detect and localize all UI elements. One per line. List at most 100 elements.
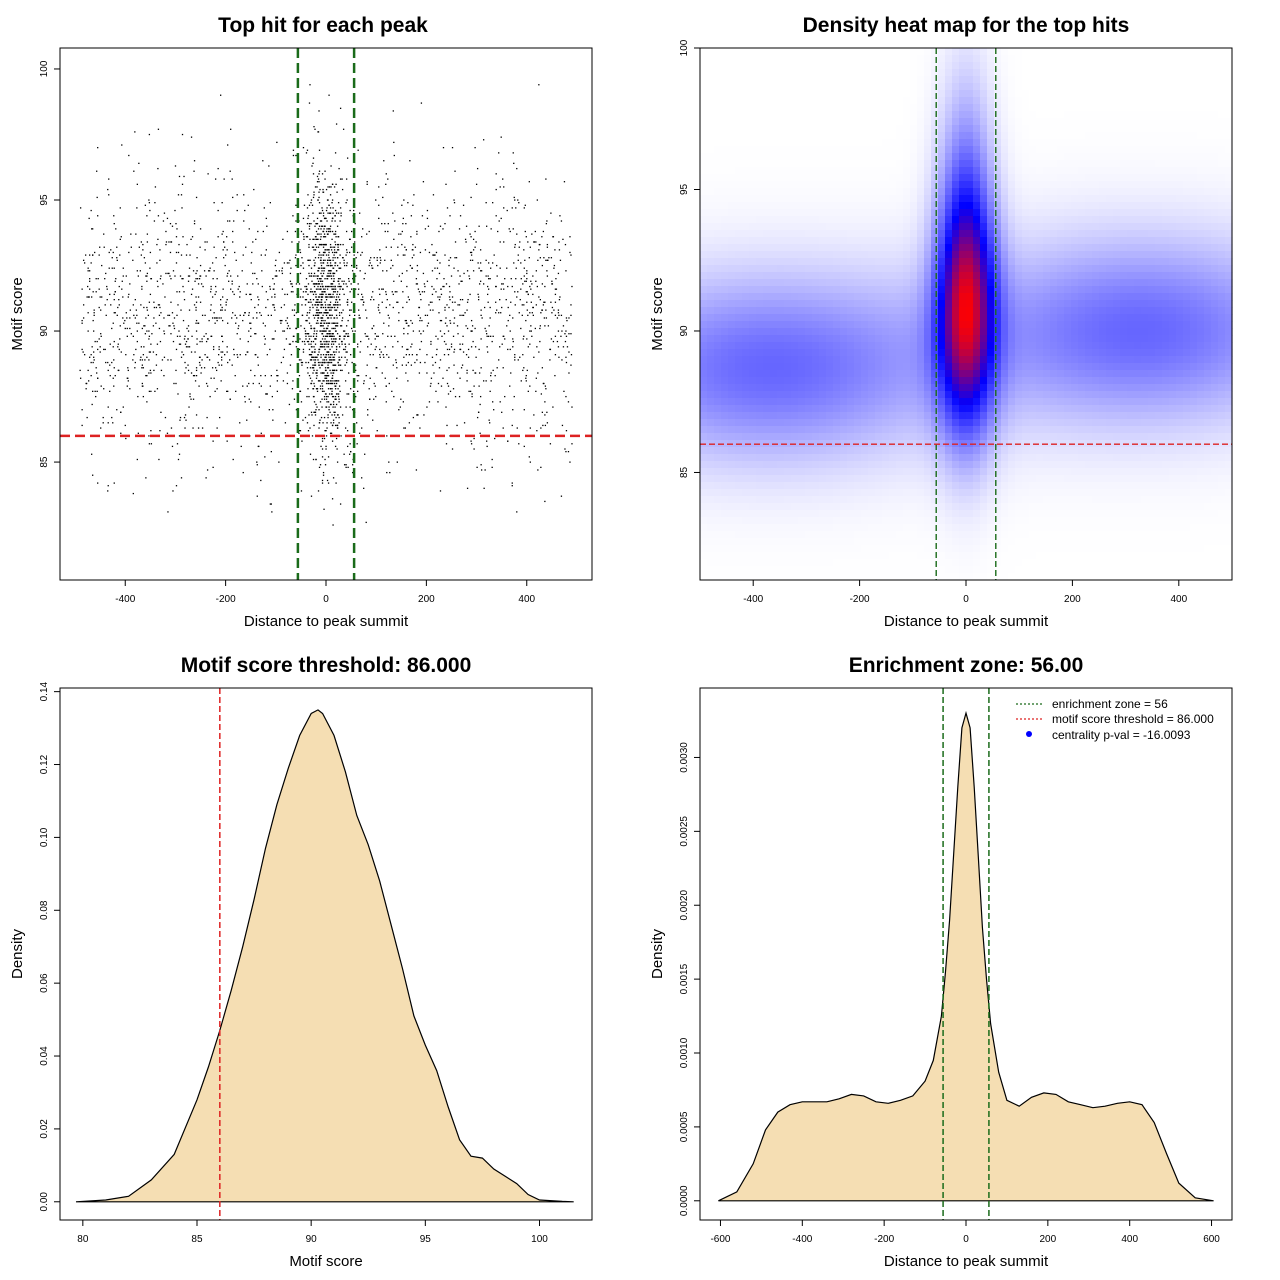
scatter-point [484, 469, 486, 471]
heat-cell [861, 146, 869, 154]
heat-cell [861, 181, 869, 189]
scatter-point [244, 401, 246, 403]
heat-cell [798, 517, 806, 525]
scatter-point [420, 340, 423, 343]
scatter-point [321, 479, 324, 482]
scatter-point [438, 312, 440, 314]
heat-cell [770, 538, 778, 546]
heat-cell [763, 426, 771, 434]
heat-cell [819, 167, 827, 175]
scatter-point [328, 382, 330, 385]
heat-cell [721, 398, 729, 406]
heat-cell [714, 566, 722, 574]
scatter-point [359, 351, 361, 353]
scatter-point [394, 335, 396, 337]
heat-cell [763, 342, 771, 350]
heat-cell [819, 258, 827, 266]
scatter-point [100, 385, 102, 387]
heat-cell [735, 202, 743, 210]
heat-cell [728, 482, 736, 490]
heat-cell [763, 559, 771, 567]
heat-cell [826, 216, 834, 224]
scatter-point [119, 338, 121, 340]
scatter-point [523, 304, 525, 306]
scatter-point [344, 380, 347, 382]
scatter-point [313, 317, 316, 319]
scatter-point [532, 293, 534, 296]
scatter-point [269, 503, 271, 505]
scatter-point [214, 322, 216, 324]
scatter-point [432, 309, 434, 311]
scatter-point [205, 340, 208, 343]
scatter-point [536, 346, 538, 348]
scatter-point [310, 495, 313, 497]
heat-cell [812, 391, 820, 399]
heat-cell [756, 139, 764, 147]
scatter-point [295, 312, 298, 314]
heat-cell [742, 167, 750, 175]
scatter-point [265, 306, 267, 309]
scatter-point [260, 374, 262, 377]
scatter-point [310, 346, 313, 348]
scatter-point [99, 351, 101, 353]
heat-cell [791, 391, 799, 399]
scatter-point [311, 204, 314, 206]
scatter-point [194, 351, 196, 353]
scatter-point [317, 131, 319, 133]
scatter-point [210, 304, 212, 306]
heat-cell [805, 321, 813, 329]
scatter-point [233, 348, 235, 351]
heat-cell [812, 566, 820, 574]
heat-cell [812, 559, 820, 567]
heat-cell [791, 517, 799, 525]
heat-cell [826, 531, 834, 539]
scatter-point [274, 296, 276, 298]
scatter-point [536, 199, 538, 201]
scatter-point [316, 301, 319, 303]
heat-cell [770, 426, 778, 434]
scatter-point [339, 220, 341, 222]
scatter-point [292, 215, 294, 217]
scatter-point [526, 369, 528, 372]
scatter-point [492, 401, 494, 403]
heat-cell [707, 398, 715, 406]
heat-cell [819, 475, 827, 483]
scatter-point [336, 424, 338, 427]
scatter-point [270, 374, 272, 377]
scatter-point [464, 238, 467, 241]
heat-cell [728, 405, 736, 413]
scatter-point [130, 233, 132, 235]
scatter-point [337, 285, 339, 288]
scatter-point [265, 217, 267, 220]
heat-cell [756, 538, 764, 546]
scatter-point [491, 340, 493, 343]
heat-cell [833, 272, 841, 280]
heat-cell [854, 97, 862, 105]
heat-cell [707, 202, 715, 210]
heat-cell [847, 132, 855, 140]
scatter-point [366, 183, 368, 185]
heat-cell [805, 125, 813, 133]
heat-cell [833, 76, 841, 84]
scatter-point [311, 246, 314, 248]
scatter-point [522, 354, 524, 356]
heat-cell [798, 76, 806, 84]
scatter-point [338, 335, 341, 337]
heat-cell [840, 230, 848, 238]
heat-cell [798, 510, 806, 518]
heat-cell [742, 181, 750, 189]
heat-cell [763, 265, 771, 273]
heat-cell [854, 475, 862, 483]
heat-cell [805, 230, 813, 238]
heat-cell [777, 314, 785, 322]
heat-cell [819, 111, 827, 119]
heat-cell [854, 419, 862, 427]
scatter-point [406, 270, 408, 272]
heat-cell [749, 440, 757, 448]
scatter-point [335, 403, 338, 406]
heat-cell [791, 419, 799, 427]
scatter-point [333, 254, 335, 256]
scatter-point [421, 319, 423, 322]
scatter-point [321, 275, 323, 277]
scatter-point [291, 309, 294, 311]
